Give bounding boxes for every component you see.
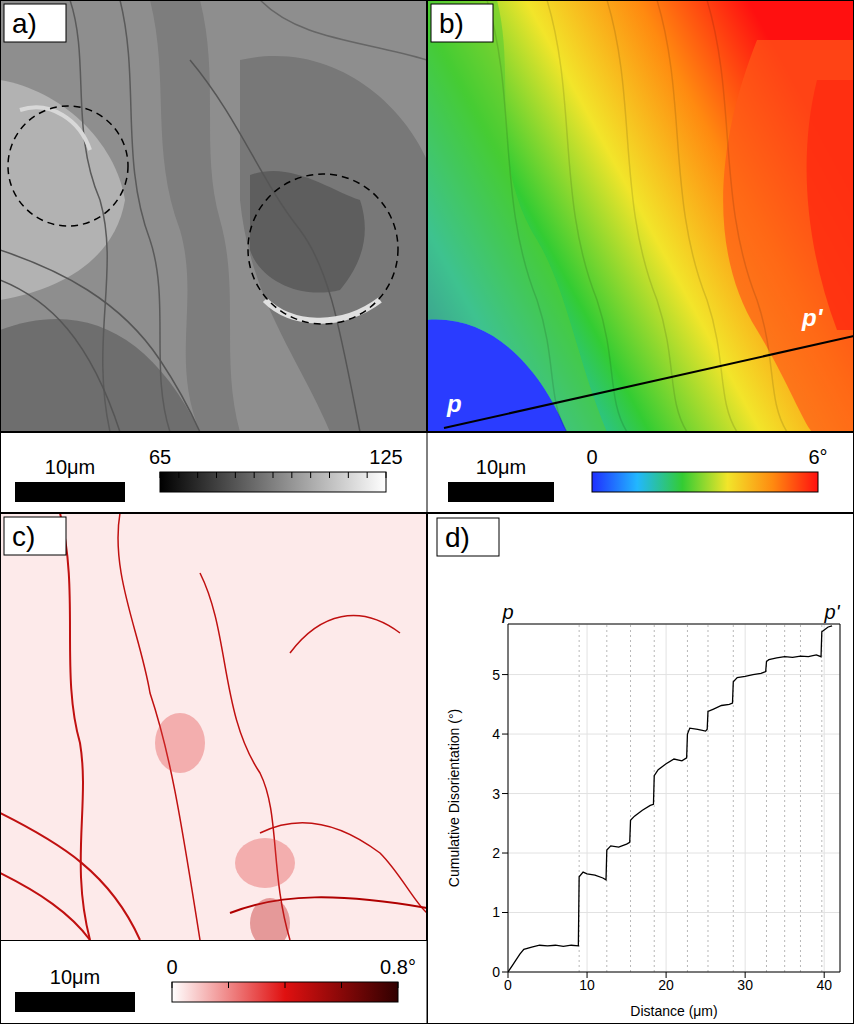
svg-text:0.8°: 0.8°: [380, 956, 416, 978]
svg-text:10: 10: [579, 977, 595, 993]
svg-text:Cumulative Disorientation (°): Cumulative Disorientation (°): [446, 709, 462, 887]
svg-text:p': p': [824, 601, 841, 623]
svg-text:10μm: 10μm: [45, 456, 95, 478]
svg-text:65: 65: [149, 446, 171, 468]
svg-text:30: 30: [737, 977, 753, 993]
svg-text:p': p': [801, 304, 824, 331]
svg-text:5: 5: [492, 667, 500, 683]
svg-text:6°: 6°: [808, 446, 827, 468]
svg-text:a): a): [12, 8, 37, 39]
svg-text:4: 4: [492, 726, 500, 742]
svg-text:p: p: [446, 390, 462, 417]
svg-text:0: 0: [166, 956, 177, 978]
svg-text:p: p: [501, 601, 513, 623]
svg-text:1: 1: [492, 904, 500, 920]
svg-text:3: 3: [492, 786, 500, 802]
svg-text:10μm: 10μm: [476, 456, 526, 478]
svg-text:20: 20: [658, 977, 674, 993]
svg-text:Distance (μm): Distance (μm): [630, 1003, 717, 1019]
svg-text:c): c): [12, 521, 35, 552]
svg-text:40: 40: [816, 977, 832, 993]
svg-text:0: 0: [492, 964, 500, 980]
svg-text:d): d): [445, 522, 470, 553]
svg-text:2: 2: [492, 845, 500, 861]
svg-text:10μm: 10μm: [50, 966, 100, 988]
svg-text:0: 0: [504, 977, 512, 993]
svg-text:0: 0: [586, 446, 597, 468]
svg-text:125: 125: [369, 446, 402, 468]
svg-text:b): b): [439, 8, 464, 39]
